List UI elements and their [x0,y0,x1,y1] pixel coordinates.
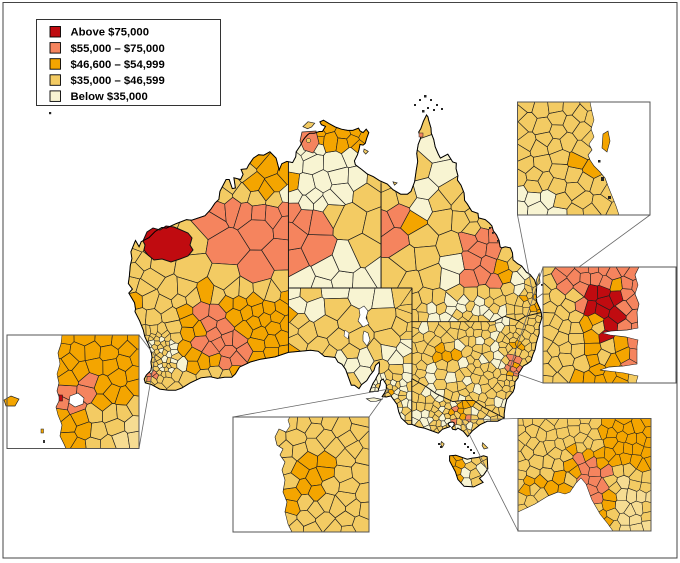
svg-text:$46,600 – $54,999: $46,600 – $54,999 [71,59,165,71]
svg-text:Above $75,000: Above $75,000 [71,27,150,39]
svg-text:$55,000 – $75,000: $55,000 – $75,000 [71,43,165,55]
svg-text:$35,000 – $46,599: $35,000 – $46,599 [71,75,165,87]
svg-text:Below $35,000: Below $35,000 [71,91,148,103]
